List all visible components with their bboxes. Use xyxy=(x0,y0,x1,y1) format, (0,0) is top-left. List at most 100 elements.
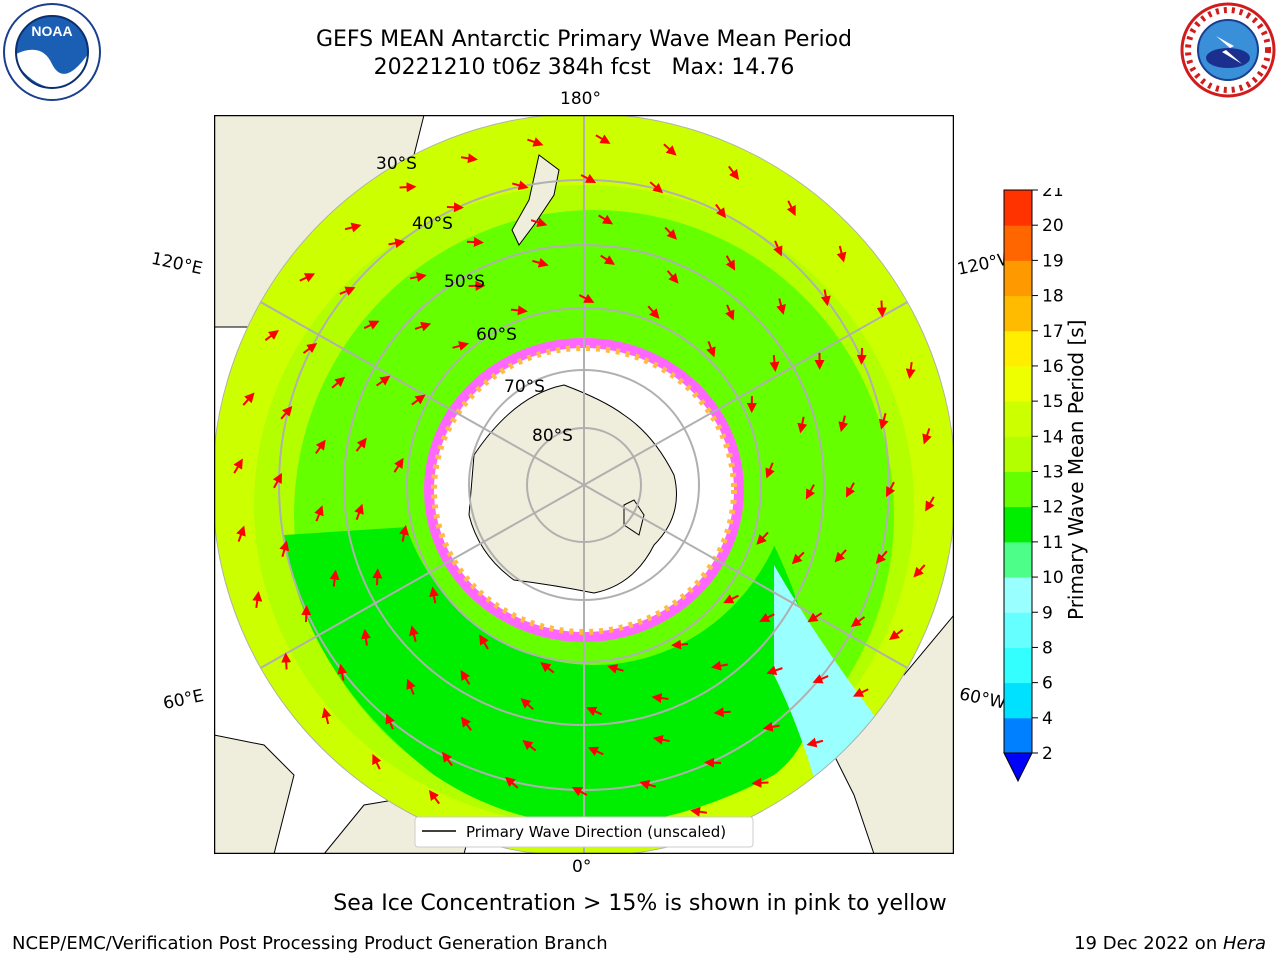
wave-arrow xyxy=(728,165,740,180)
wave-arrow xyxy=(905,361,916,379)
wave-arrow xyxy=(530,217,548,228)
colorbar-extend-triangle xyxy=(1003,752,1033,783)
wave-arrow xyxy=(875,550,888,565)
wave-arrow xyxy=(339,286,356,296)
wave-arrow xyxy=(532,257,549,268)
wave-arrow xyxy=(876,300,887,318)
wave-arrow xyxy=(791,551,805,565)
wave-arrow xyxy=(264,329,279,341)
colorbar-tick-label: 14 xyxy=(1042,427,1064,447)
footer-date-text: 19 Dec 2022 on xyxy=(1074,933,1223,954)
colorbar-tick-label: 4 xyxy=(1042,709,1053,729)
wave-arrow xyxy=(836,245,847,263)
wave-arrow xyxy=(587,746,604,756)
wave-arrow xyxy=(704,757,722,768)
colorbar-tick-label: 12 xyxy=(1042,498,1064,518)
chart-title: GEFS MEAN Antarctic Primary Wave Mean Pe… xyxy=(315,27,853,52)
footer-machine: Hera xyxy=(1222,933,1266,954)
colorbar-band xyxy=(1004,401,1032,437)
colorbar-tick-label: 11 xyxy=(1042,533,1064,553)
wave-arrow xyxy=(639,779,657,790)
lon-label-120e: 120°E xyxy=(149,248,205,280)
colorbar-band xyxy=(1004,225,1032,261)
wave-arrow xyxy=(856,347,867,365)
wave-arrow xyxy=(889,629,904,641)
colorbar-tick-label: 20 xyxy=(1042,216,1064,236)
wave-arrow xyxy=(885,481,896,498)
wave-arrow xyxy=(411,394,426,406)
wave-arrow xyxy=(834,549,847,563)
lon-label-0: 0° xyxy=(572,857,592,877)
wave-arrow xyxy=(388,238,406,249)
wave-arrow xyxy=(511,180,529,191)
wave-arrow xyxy=(540,662,555,674)
new-zealand-land xyxy=(511,154,560,246)
wave-arrow xyxy=(762,721,780,732)
wave-arrow xyxy=(429,586,439,604)
wave-arrow xyxy=(466,237,484,248)
lon-label-180: 180° xyxy=(560,89,601,109)
wave-arrow xyxy=(337,663,348,681)
wave-arrow xyxy=(711,660,728,671)
wave-arrow xyxy=(756,531,769,545)
colorbar-tick-label: 6 xyxy=(1042,674,1053,694)
wave-arrow xyxy=(713,707,731,718)
wave-arrow xyxy=(314,505,324,522)
wave-arrow xyxy=(820,289,831,307)
wave-arrow xyxy=(281,652,292,670)
wave-arrow xyxy=(578,293,595,303)
chart-subtitle: 20221210 t06z 384h fcst Max: 14.76 xyxy=(373,55,795,80)
wave-arrow xyxy=(663,143,677,156)
wave-arrow xyxy=(715,203,726,219)
lat-label-50s: 50°S xyxy=(444,272,485,292)
wave-arrow xyxy=(446,202,464,213)
wave-arrow xyxy=(301,605,312,623)
wave-arrow xyxy=(236,525,246,542)
wave-arrow xyxy=(690,806,708,817)
noaa-logo: NOAA xyxy=(3,3,101,101)
wave-arrow xyxy=(580,173,597,184)
lat-label-60s: 60°S xyxy=(476,325,517,345)
wave-arrow xyxy=(460,716,472,731)
colorbar-band xyxy=(1004,577,1032,613)
wave-arrow xyxy=(372,568,383,586)
colorbar-band xyxy=(1004,260,1032,297)
wave-arrow xyxy=(600,254,616,265)
colorbar-band xyxy=(1004,717,1032,754)
colorbar-band xyxy=(1004,190,1032,226)
wave-direction-arrows xyxy=(233,134,935,817)
wave-arrow xyxy=(321,707,332,725)
colorbar-tick-label: 2 xyxy=(1042,744,1053,764)
polar-map: 30°S 40°S 50°S 60°S 70°S 80°S Primary Wa… xyxy=(214,115,954,854)
colorbar-band xyxy=(1004,647,1032,684)
wave-arrow xyxy=(302,343,318,354)
wave-arrow xyxy=(852,687,869,697)
wave-arrow xyxy=(375,375,391,387)
colorbar-band xyxy=(1004,330,1032,367)
wave-arrow xyxy=(252,591,263,609)
wave-arrow xyxy=(399,182,417,193)
wave-arrow xyxy=(649,181,664,194)
wave-arrow xyxy=(723,594,739,604)
colorbar-band xyxy=(1004,365,1032,402)
wave-arrow xyxy=(725,255,736,271)
colorbar-tick-label: 21 xyxy=(1042,188,1064,201)
wave-arrow xyxy=(797,416,808,434)
wave-arrow xyxy=(279,540,290,558)
colorbar-tick-label: 17 xyxy=(1042,322,1064,342)
colorbar-tick-label: 9 xyxy=(1042,603,1053,623)
legend-label: Primary Wave Direction (unscaled) xyxy=(466,823,726,841)
wave-arrow xyxy=(510,305,528,316)
wave-arrow xyxy=(925,496,935,512)
wave-arrow xyxy=(315,439,326,455)
wave-arrow xyxy=(725,304,735,321)
wave-arrow xyxy=(452,341,469,351)
wave-arrow xyxy=(878,412,889,430)
wave-arrow xyxy=(272,472,283,489)
colorbar-band xyxy=(1004,682,1032,719)
colorbar-band xyxy=(1004,506,1032,543)
map-legend: Primary Wave Direction (unscaled) xyxy=(414,816,754,848)
lat-label-70s: 70°S xyxy=(504,377,545,397)
wave-arrow xyxy=(355,437,367,452)
antarctica-land xyxy=(468,384,677,594)
